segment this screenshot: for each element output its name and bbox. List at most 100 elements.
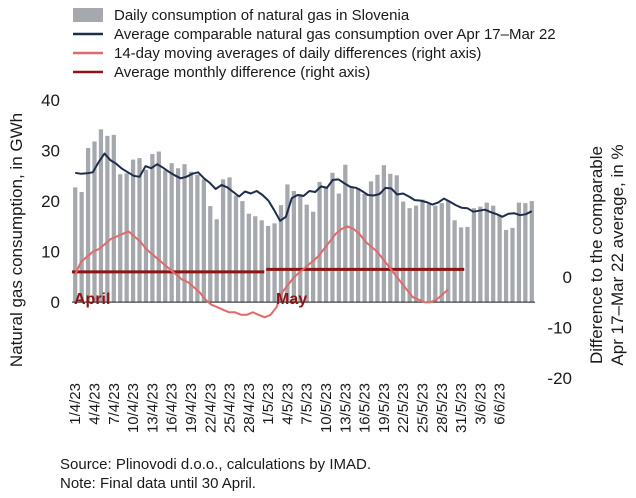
consumption-bar	[105, 135, 110, 303]
consumption-bar	[523, 203, 528, 303]
consumption-bar	[182, 164, 187, 303]
consumption-bar	[246, 213, 251, 303]
consumption-bar	[220, 179, 226, 303]
legend-label: Daily consumption of natural gas in Slov…	[114, 7, 410, 24]
right-tick-label: 0	[563, 268, 572, 287]
consumption-bar	[278, 205, 284, 303]
source-note: Source: Plinovodi d.o.o., calculations b…	[60, 456, 371, 473]
left-tick-label: 0	[51, 293, 60, 312]
consumption-bar	[375, 174, 380, 303]
consumption-bar	[452, 220, 457, 303]
consumption-bar	[336, 193, 341, 303]
x-tick-label: 22/4/23	[202, 383, 219, 433]
consumption-bar	[465, 226, 470, 303]
consumption-bar	[227, 177, 232, 303]
consumption-bar	[401, 201, 406, 303]
consumption-bar	[233, 195, 239, 303]
consumption-bar	[491, 205, 496, 303]
consumption-bar	[85, 148, 91, 303]
x-tick-label: 3/6/23	[472, 383, 489, 425]
consumption-bar	[343, 164, 348, 303]
x-tick-label: 1/4/23	[67, 383, 84, 425]
consumption-bar	[458, 227, 464, 303]
consumption-bar	[362, 194, 367, 303]
x-tick-label: 16/4/23	[164, 383, 181, 433]
consumption-bar	[259, 220, 264, 303]
text-labels: 40 30 20 10 0 0 -10 -20 1/4/23 4/4/23 7/4/23 10/4/2…	[7, 91, 627, 433]
consumption-bar	[163, 170, 168, 303]
x-tick-label: 1/5/23	[260, 383, 277, 425]
consumption-bar	[323, 186, 329, 303]
consumption-bar	[266, 225, 271, 303]
consumption-bar	[433, 205, 438, 303]
data-note: Note: Final data until 30 April.	[60, 475, 256, 492]
consumption-bar	[471, 208, 477, 303]
consumption-bar	[503, 229, 509, 303]
consumption-bar	[446, 200, 451, 303]
consumption-bar	[272, 223, 277, 303]
comparable-average-line	[75, 152, 533, 222]
consumption-bar	[285, 184, 290, 303]
consumption-bar	[188, 171, 194, 303]
consumption-bar	[426, 204, 432, 303]
monthly-average-lines	[72, 267, 465, 274]
consumption-bar	[195, 174, 200, 303]
consumption-bar	[368, 181, 374, 303]
consumption-bar	[298, 194, 303, 303]
consumption-bar	[253, 216, 258, 303]
consumption-bar	[304, 204, 309, 303]
consumption-bar	[79, 191, 84, 303]
consumption-bar	[394, 175, 399, 303]
x-tick-label: 16/5/23	[357, 383, 374, 433]
x-tick-label: 4/5/23	[279, 383, 296, 425]
x-tick-label: 19/4/23	[183, 383, 200, 433]
legend-swatch-bar	[73, 8, 103, 22]
x-tick-label: 7/5/23	[299, 383, 316, 425]
x-tick-label: 13/5/23	[337, 383, 354, 433]
x-tick-label: 25/4/23	[222, 383, 239, 433]
consumption-bar	[201, 179, 206, 303]
consumption-bar	[381, 165, 387, 303]
consumption-bar	[311, 211, 316, 303]
left-tick-label: 30	[41, 142, 60, 161]
consumption-bar	[484, 202, 489, 303]
consumption-bar	[497, 215, 502, 303]
consumption-bar	[169, 163, 174, 303]
consumption-bar	[407, 208, 412, 303]
consumption-bar	[98, 129, 104, 303]
month-label: May	[276, 291, 307, 308]
consumption-bar	[510, 227, 515, 303]
consumption-bar	[150, 154, 155, 303]
x-tick-label: 31/5/23	[453, 383, 470, 433]
consumption-bar	[317, 181, 322, 303]
consumption-bar	[130, 159, 136, 303]
moving-average-line	[74, 225, 449, 319]
x-tick-label: 19/5/23	[376, 383, 393, 433]
x-tick-label: 28/4/23	[241, 383, 258, 433]
right-tick-label: -10	[547, 318, 572, 337]
x-tick-label: 4/4/23	[87, 383, 104, 425]
x-tick-label: 22/5/23	[395, 383, 412, 433]
consumption-bar	[124, 173, 129, 303]
consumption-bars	[73, 129, 534, 303]
x-tick-label: 10/4/23	[125, 383, 142, 433]
x-tick-label: 7/4/23	[106, 383, 123, 425]
legend-label: Average comparable natural gas consumpti…	[114, 26, 556, 43]
left-tick-label: 10	[41, 243, 60, 262]
consumption-bar	[291, 190, 296, 303]
consumption-bar	[478, 206, 483, 303]
consumption-bar	[349, 186, 354, 303]
month-label: April	[74, 291, 110, 308]
x-tick-label: 6/6/23	[492, 383, 509, 425]
consumption-bar	[516, 202, 522, 303]
left-tick-label: 40	[41, 91, 60, 110]
consumption-bar	[175, 168, 181, 303]
consumption-bar	[356, 187, 361, 303]
x-tick-label: 28/5/23	[434, 383, 451, 433]
consumption-bar	[413, 205, 419, 303]
consumption-bar	[240, 201, 245, 303]
consumption-bar	[118, 174, 123, 303]
consumption-bar	[214, 219, 219, 303]
consumption-bar	[137, 158, 142, 303]
